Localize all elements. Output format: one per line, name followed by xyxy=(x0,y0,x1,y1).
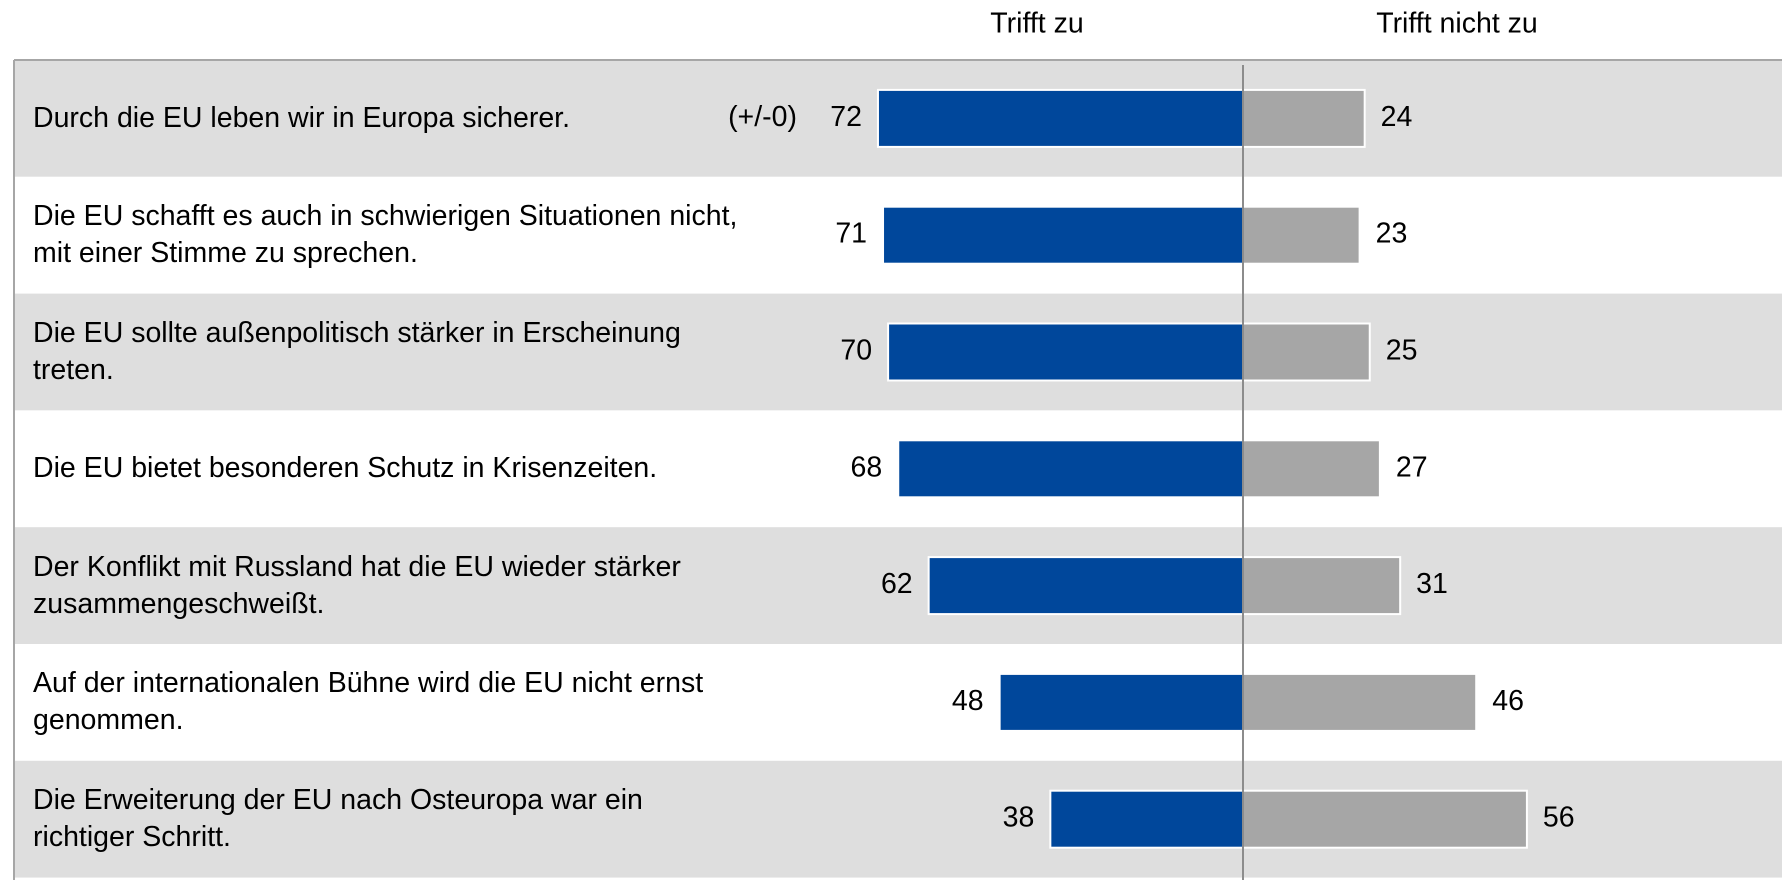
value-label: 38 xyxy=(1003,802,1035,834)
bar xyxy=(1242,88,1366,148)
value-label: 23 xyxy=(1376,218,1408,250)
value-label: 46 xyxy=(1492,685,1524,717)
change-note: (+/-0) xyxy=(728,101,797,133)
bar xyxy=(882,205,1245,265)
value-label: 56 xyxy=(1543,802,1575,834)
value-label: 48 xyxy=(952,685,984,717)
value-label: 71 xyxy=(835,218,867,250)
value-label: 70 xyxy=(840,335,872,367)
bar xyxy=(887,322,1244,382)
row-background xyxy=(14,527,1782,644)
value-label: 24 xyxy=(1381,101,1413,133)
category-label: Auf der internationalen Bühne wird die E… xyxy=(33,667,704,737)
value-label: 62 xyxy=(881,568,913,600)
category-label: Die EU schafft es auch in schwierigen Si… xyxy=(33,200,738,270)
legend-entry: Trifft nicht zu xyxy=(1376,8,1538,40)
category-label: Die EU bietet besonderen Schutz in Krise… xyxy=(33,452,658,485)
value-label: 31 xyxy=(1416,568,1448,600)
value-label: 72 xyxy=(830,101,862,133)
value-label: 68 xyxy=(851,451,883,483)
bar xyxy=(1049,789,1244,849)
bar xyxy=(897,439,1244,499)
bar xyxy=(927,556,1244,616)
legend-entry: Trifft zu xyxy=(990,8,1083,40)
category-label: Der Konflikt mit Russland hat die EU wie… xyxy=(33,550,681,620)
category-label: Die Erweiterung der EU nach Osteuropa wa… xyxy=(33,784,643,854)
value-label: 25 xyxy=(1386,335,1418,367)
bar xyxy=(998,672,1245,732)
value-label: 27 xyxy=(1396,451,1428,483)
bar xyxy=(1242,789,1528,849)
bar xyxy=(1242,556,1402,616)
bar xyxy=(876,88,1245,148)
row-background xyxy=(14,644,1782,761)
category-label: Durch die EU leben wir in Europa sichere… xyxy=(33,101,571,134)
bar xyxy=(1242,672,1478,732)
bar xyxy=(1242,322,1371,382)
category-label: Die EU sollte außenpolitisch stärker in … xyxy=(33,316,681,386)
bar xyxy=(1242,439,1381,499)
bar xyxy=(1242,205,1361,265)
